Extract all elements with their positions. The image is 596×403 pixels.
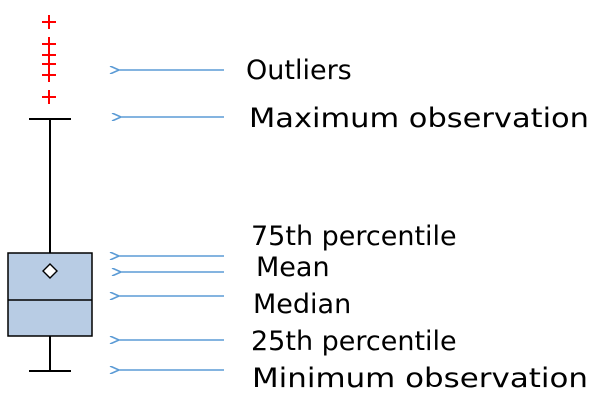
- outlier-marker: [42, 68, 56, 82]
- mean-diamond-icon: [42, 263, 58, 279]
- label-mean: Mean: [256, 252, 330, 283]
- label-minimum: Minimum observation: [252, 363, 588, 394]
- pointer-arrows: [118, 70, 224, 370]
- label-p25: 25th percentile: [251, 326, 457, 357]
- outlier-marker: [42, 15, 56, 29]
- label-p75: 75th percentile: [251, 221, 457, 252]
- label-maximum: Maximum observation: [249, 103, 589, 134]
- label-outliers: Outliers: [246, 55, 352, 86]
- label-median: Median: [253, 289, 351, 320]
- outlier-marker: [42, 90, 56, 104]
- outlier-markers: [42, 15, 56, 104]
